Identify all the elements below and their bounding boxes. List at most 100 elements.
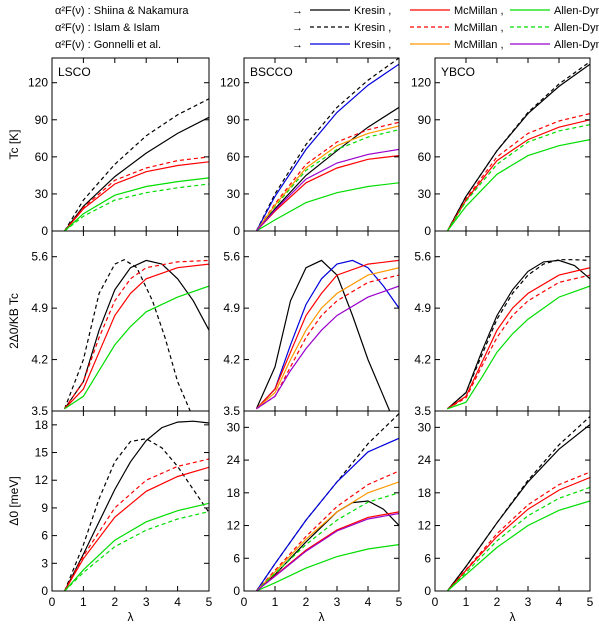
x-tick-label: 2: [303, 595, 310, 609]
series-line: [446, 63, 590, 231]
y-tick-label: 12: [35, 473, 49, 487]
curves: [446, 416, 590, 591]
x-tick-label: 0: [432, 595, 439, 609]
y-tick-label: 120: [411, 76, 431, 90]
series-line: [255, 148, 399, 231]
legend-arrow-2: →: [292, 39, 303, 51]
series-line: [255, 413, 399, 591]
series-line: [256, 274, 399, 410]
y-tick-label: 5.6: [31, 250, 48, 264]
x-tick-label: 4: [365, 595, 372, 609]
series-line: [64, 177, 209, 231]
y-tick-label: 30: [227, 420, 241, 434]
y-tick-label: 4.2: [414, 353, 431, 367]
series-line: [446, 486, 590, 591]
series-line: [447, 259, 590, 410]
plot-frame: [243, 410, 400, 592]
legend-label-0-1: McMillan ,: [454, 5, 504, 17]
series-line: [447, 500, 590, 591]
series-line: [255, 259, 399, 410]
curves: [64, 420, 209, 591]
y-tick-label: 12: [418, 519, 432, 533]
panel-title: BSCCO: [250, 65, 293, 79]
series-line: [256, 512, 399, 591]
series-line: [64, 183, 209, 231]
x-axis-label: λ: [510, 610, 516, 624]
y-tick-label: 60: [227, 150, 241, 164]
panel-ybco-0: 0 30 60 90 120 YBCO: [411, 57, 591, 238]
panel-lsco-0: 0 30 60 90 120 LSCO: [28, 57, 210, 238]
y-tick-label: 60: [35, 150, 49, 164]
plot-frame: [51, 230, 210, 412]
x-tick-label: 1: [80, 595, 87, 609]
x-tick-label: 3: [525, 595, 532, 609]
series-line: [446, 124, 590, 231]
curves: [64, 259, 209, 411]
series-line: [64, 511, 209, 591]
series-line: [64, 156, 209, 231]
y-tick-label: 4.9: [31, 301, 48, 315]
series-line: [447, 259, 590, 410]
y-tick-label: 30: [35, 187, 49, 201]
curves: [447, 259, 590, 410]
plot-frame: [434, 410, 591, 592]
legend-label-0-0: Kresin ,: [354, 5, 391, 17]
series-line: [255, 106, 399, 231]
panel-ybco-1: 3.5 4.2 4.9 5.6: [414, 230, 591, 418]
x-axis-label: λ: [319, 610, 325, 624]
y-tick-label: 3.5: [31, 404, 48, 418]
panel-bscco-0: 0 30 60 90 120 BSCCO: [220, 57, 400, 238]
x-tick-label: 1: [463, 595, 470, 609]
series-line: [256, 544, 399, 591]
series-line: [255, 437, 399, 591]
y-tick-label: 0: [233, 584, 240, 598]
series-line: [256, 500, 399, 591]
series-line: [446, 139, 590, 231]
legend-arrow-0: →: [292, 5, 303, 17]
x-tick-label: 3: [334, 595, 341, 609]
series-line: [447, 274, 590, 410]
series-line: [447, 285, 590, 410]
panel-lsco-1: 3.5 4.2 4.9 5.6: [31, 230, 210, 418]
x-tick-label: 2: [111, 595, 118, 609]
series-line: [64, 458, 209, 591]
series-line: [64, 259, 191, 411]
legend-arrow-1: →: [292, 22, 303, 34]
series-line: [446, 416, 590, 591]
x-axis-label: λ: [128, 610, 134, 624]
y-tick-label: 30: [418, 187, 432, 201]
series-line: [255, 155, 399, 231]
x-tick-label: 5: [206, 595, 213, 609]
series-line: [64, 420, 209, 591]
panel-title: LSCO: [58, 65, 91, 79]
series-line: [255, 63, 399, 231]
legend-label-0-2: Allen-Dynes: [554, 5, 599, 17]
series-line: [255, 121, 399, 231]
series-line: [255, 125, 399, 231]
y-tick-label: 6: [424, 551, 431, 565]
y-tick-label: 5.6: [414, 250, 431, 264]
y-tick-label: 0: [233, 224, 240, 238]
legend-label-1-2: Allen-Dynes: [554, 22, 599, 34]
x-tick-label: 0: [49, 595, 56, 609]
series-line: [64, 263, 209, 410]
series-line: [446, 424, 590, 591]
panel-bscco-1: 3.5 4.2 4.9 5.6: [223, 230, 400, 418]
series-line: [447, 267, 590, 410]
x-tick-label: 0: [241, 595, 248, 609]
curves: [255, 259, 399, 411]
y-tick-label: 12: [227, 519, 241, 533]
legend-label-1-1: McMillan ,: [454, 22, 504, 34]
series-line: [255, 470, 399, 591]
series-line: [446, 119, 590, 231]
x-tick-label: 5: [396, 595, 403, 609]
legend-label-2-1: McMillan ,: [454, 39, 504, 51]
y-tick-label: 3.5: [414, 404, 431, 418]
series-line: [64, 285, 209, 410]
y-tick-label: 4.2: [31, 353, 48, 367]
series-line: [256, 511, 399, 591]
legend-label-1-0: Kresin ,: [354, 22, 391, 34]
y-tick-label: 90: [35, 113, 49, 127]
